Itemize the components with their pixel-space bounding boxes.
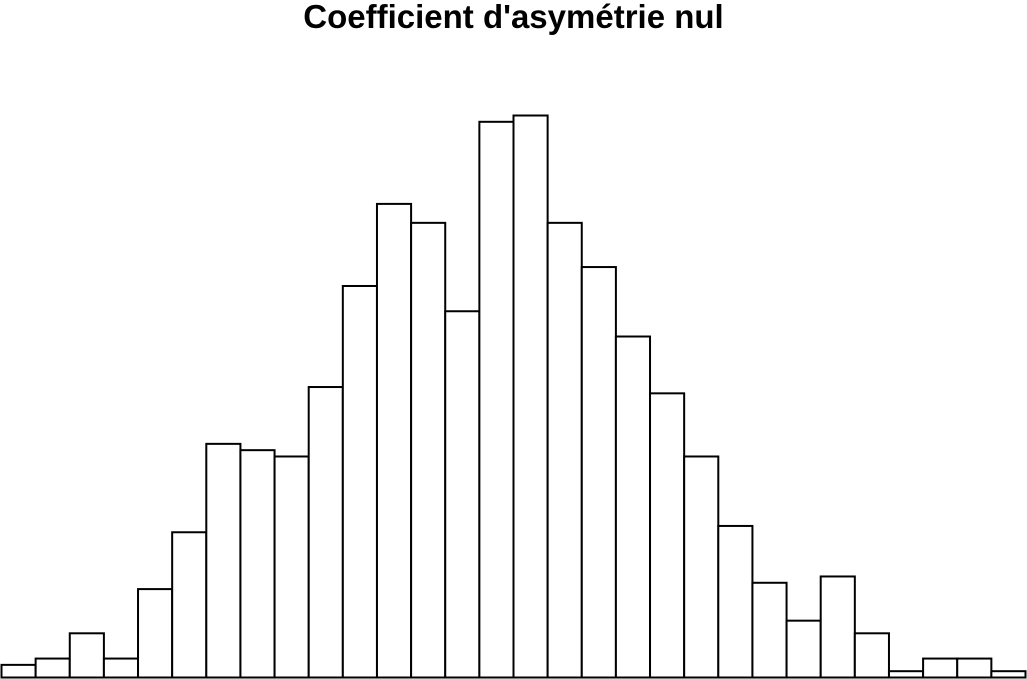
histogram-bar bbox=[717, 524, 754, 679]
histogram-bar bbox=[478, 120, 515, 679]
histogram-bar bbox=[546, 221, 583, 679]
histogram-bar bbox=[239, 449, 276, 679]
histogram-bar bbox=[922, 657, 959, 679]
histogram-bar bbox=[683, 455, 720, 679]
histogram-bar bbox=[205, 442, 242, 679]
histogram-bar bbox=[307, 386, 344, 679]
histogram-bar bbox=[68, 632, 105, 679]
histogram-bar bbox=[614, 335, 652, 679]
histogram-bar bbox=[649, 392, 686, 679]
histogram-bar bbox=[341, 284, 378, 679]
histogram-bar bbox=[273, 455, 310, 679]
histogram-bar bbox=[102, 657, 140, 679]
histogram-bar bbox=[0, 663, 37, 679]
chart-title: Coefficient d'asymétrie nul bbox=[303, 0, 724, 35]
histogram-bar bbox=[819, 575, 856, 679]
histogram-bar bbox=[137, 588, 174, 679]
histogram-bar bbox=[34, 657, 71, 679]
histogram-bar bbox=[785, 619, 822, 679]
histogram-bar bbox=[444, 310, 481, 679]
histogram-bars bbox=[0, 114, 1027, 679]
histogram-bar bbox=[580, 266, 617, 679]
histogram-bar bbox=[171, 531, 208, 679]
histogram-bar bbox=[512, 114, 549, 679]
histogram-bar bbox=[410, 221, 447, 679]
histogram-bar bbox=[751, 581, 788, 679]
histogram-bar bbox=[853, 632, 890, 679]
histogram-bar bbox=[375, 202, 413, 679]
histogram-bar bbox=[956, 657, 993, 679]
